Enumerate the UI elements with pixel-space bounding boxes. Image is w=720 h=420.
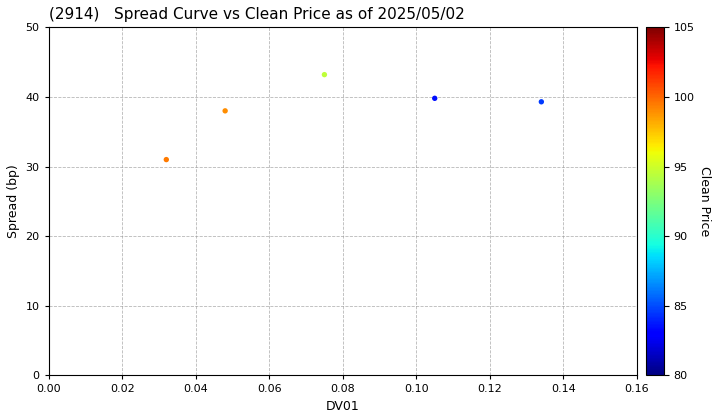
Point [161,156,172,163]
X-axis label: DV01: DV01 [326,400,360,413]
Point [220,108,231,114]
Y-axis label: Spread (bp): Spread (bp) [7,165,20,238]
Y-axis label: Clean Price: Clean Price [698,166,711,236]
Point [536,98,547,105]
Text: (2914)   Spread Curve vs Clean Price as of 2025/05/02: (2914) Spread Curve vs Clean Price as of… [49,7,464,22]
Point [429,95,441,102]
Point [319,71,330,78]
